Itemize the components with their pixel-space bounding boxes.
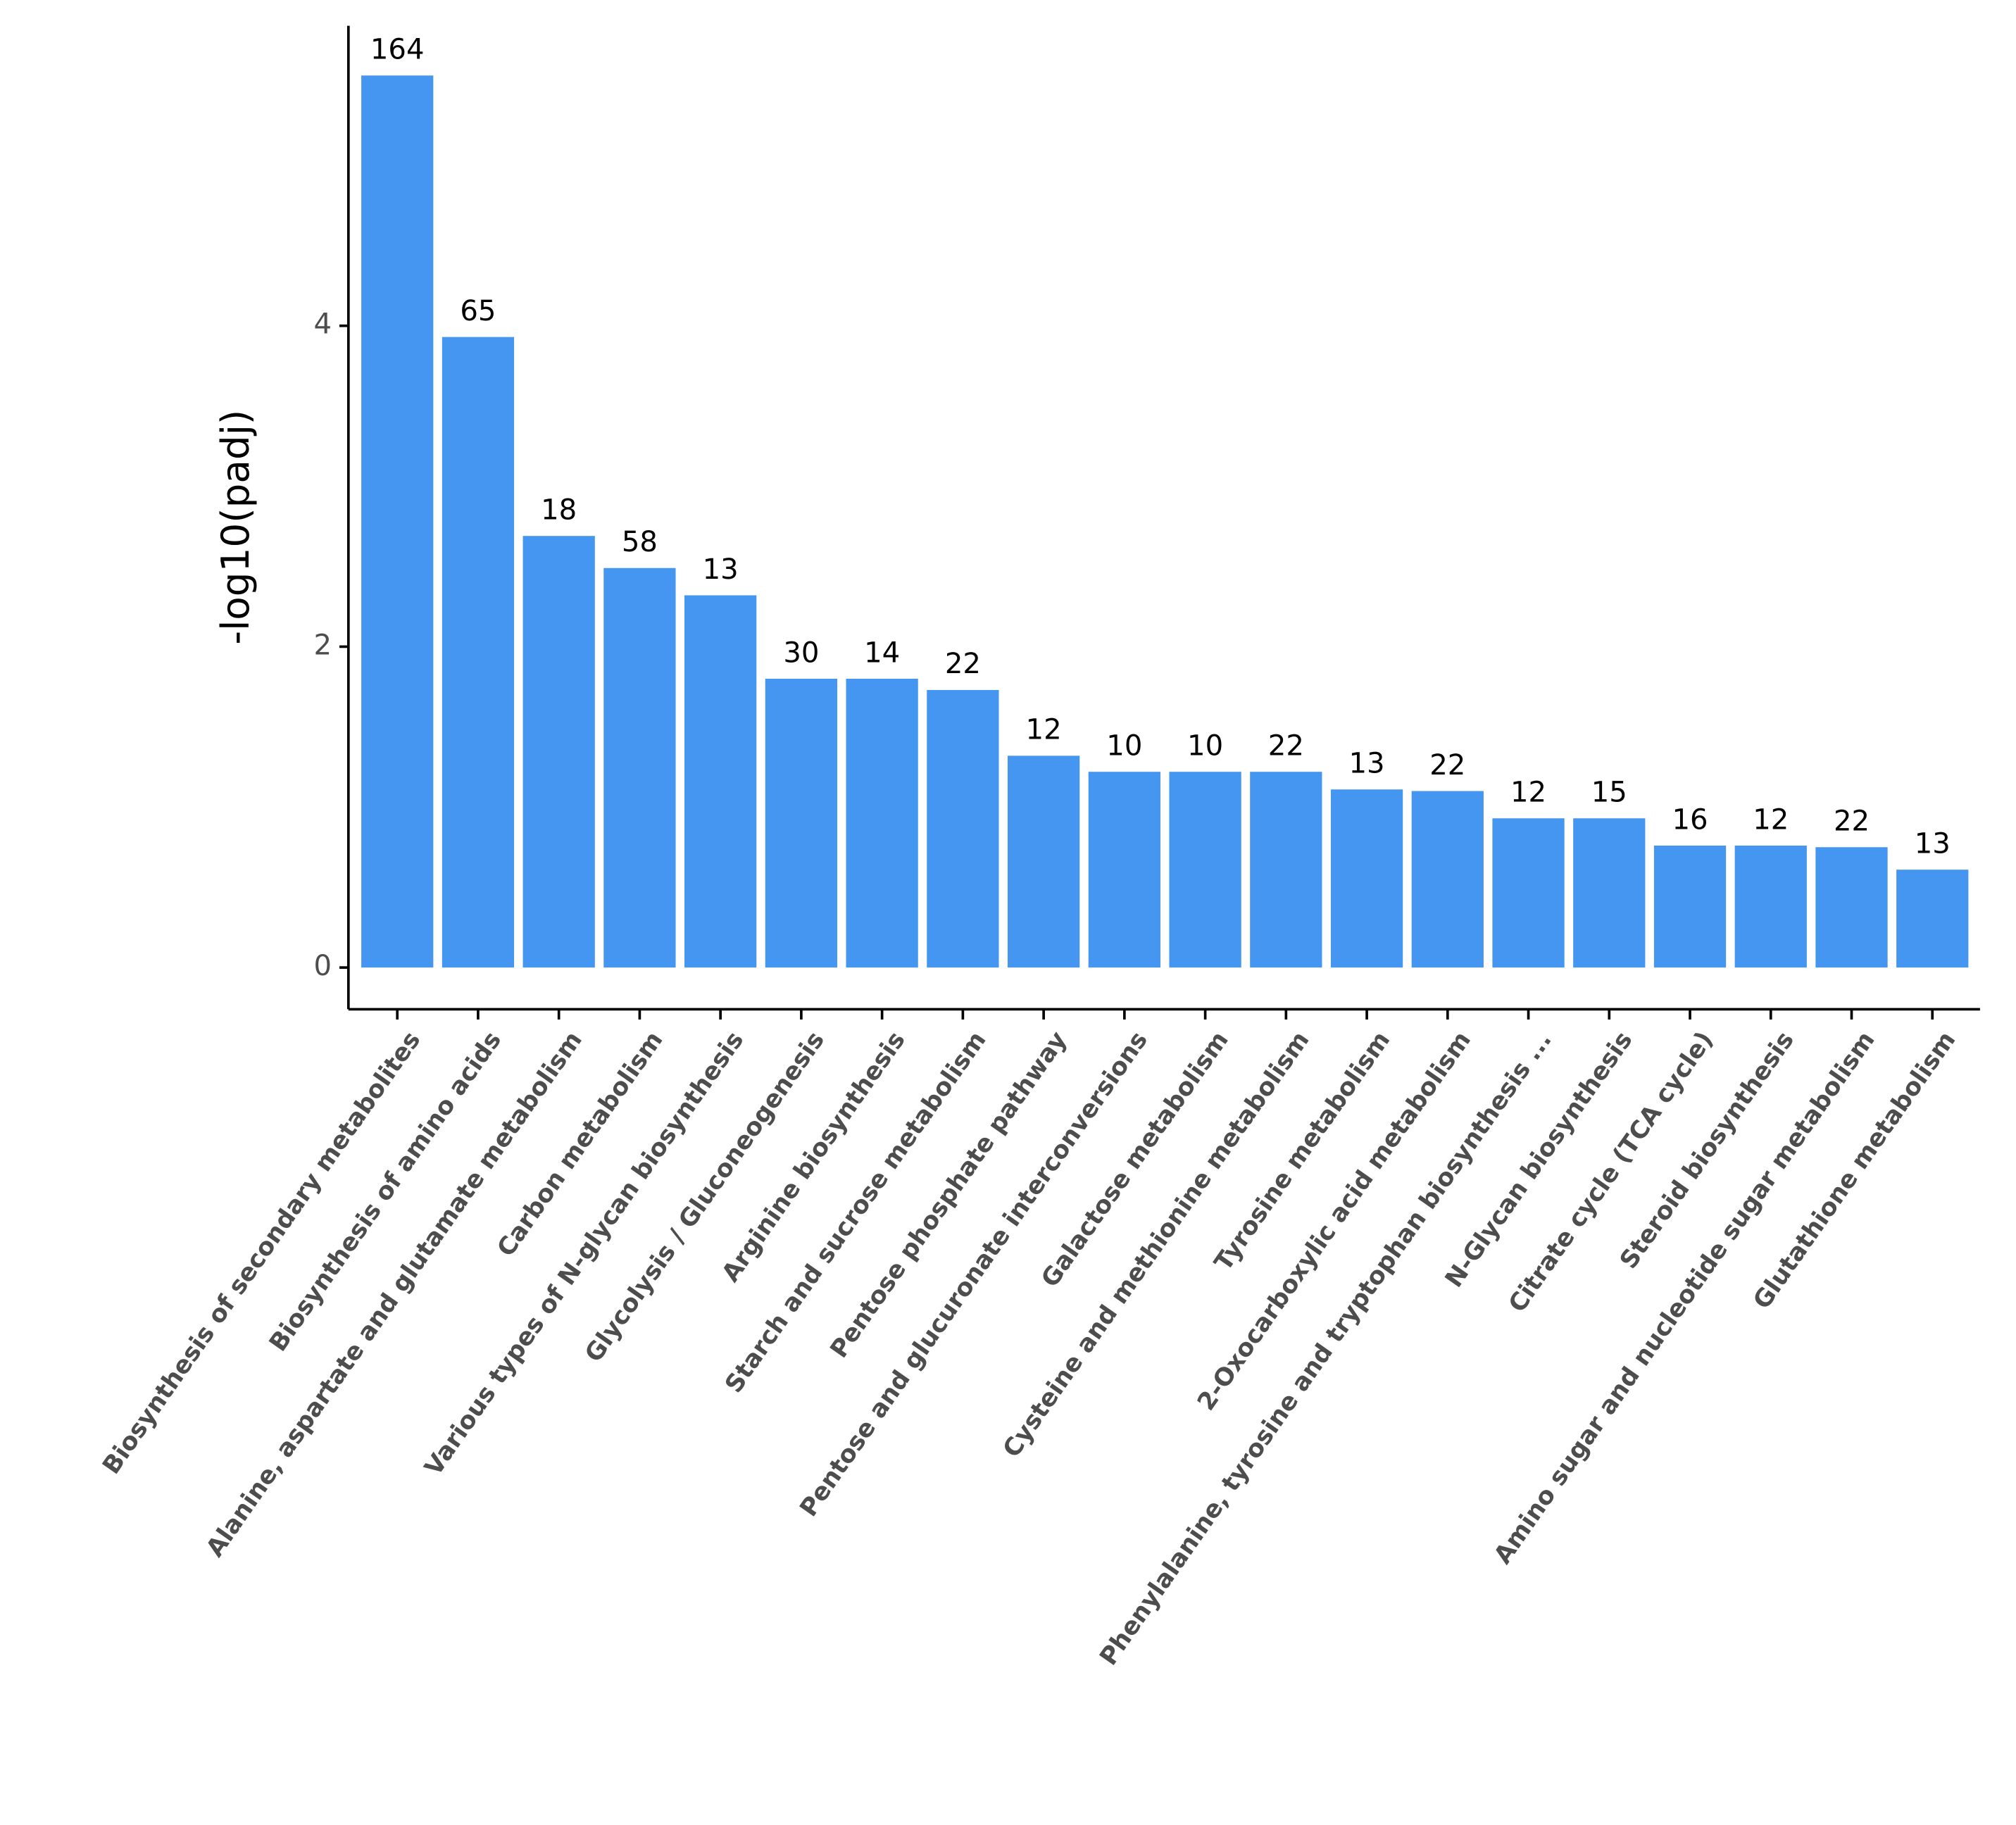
bar-count-label: 10	[1187, 729, 1223, 762]
bar-count-label: 22	[1429, 749, 1465, 782]
bar-count-label: 30	[783, 636, 819, 669]
bar	[846, 678, 918, 968]
x-tick-label: Cysteine and methionine metabolism	[998, 1027, 1315, 1463]
bar	[603, 567, 676, 968]
bar	[765, 678, 838, 968]
bar	[1169, 772, 1241, 968]
bar-count-label: 13	[1349, 748, 1385, 780]
bar-count-label: 13	[703, 553, 739, 586]
x-tick-label: Carbon metabolism	[492, 1027, 669, 1262]
y-tick-label: 4	[314, 308, 332, 341]
bar-count-label: 13	[1915, 827, 1951, 860]
x-tick-label: Alanine, aspartate and glutamate metabol…	[201, 1027, 587, 1562]
bar-count-label: 18	[541, 494, 577, 527]
bar-count-label: 22	[1268, 729, 1304, 762]
bar-count-label: 58	[622, 526, 658, 558]
bar	[1734, 845, 1807, 968]
bar	[1653, 845, 1727, 968]
bar	[1411, 791, 1484, 968]
bar-count-label: 10	[1106, 729, 1142, 762]
bar-count-label: 16	[1672, 803, 1708, 836]
bar-count-label: 12	[1753, 803, 1789, 836]
bar	[1815, 847, 1888, 968]
y-tick-label: 0	[314, 950, 332, 982]
bar-count-label: 15	[1591, 777, 1627, 809]
bar	[442, 337, 515, 968]
y-axis-title: -log10(padj)	[213, 410, 258, 645]
bar	[1330, 789, 1403, 968]
x-tick-label: Biosynthesis of secondary metabolites	[97, 1027, 426, 1479]
bar	[361, 75, 434, 968]
bar	[1088, 772, 1160, 968]
bar	[522, 536, 595, 968]
bar	[1492, 818, 1565, 968]
bar-count-label: 12	[1510, 777, 1546, 809]
bar	[684, 595, 757, 968]
bar-count-label: 65	[460, 295, 496, 327]
y-tick-label: 2	[314, 629, 332, 661]
bar-count-label: 164	[370, 34, 425, 66]
bar-count-label: 22	[945, 648, 981, 680]
bar-count-label: 12	[1026, 714, 1062, 746]
bar	[1007, 755, 1080, 968]
bar	[927, 689, 999, 968]
bar-count-label: 14	[864, 636, 900, 669]
bar	[1250, 772, 1322, 968]
bar	[1896, 870, 1969, 968]
bar	[1573, 818, 1646, 968]
x-tick-label: Amino sugar and nucleotide sugar metabol…	[1489, 1027, 1880, 1569]
bar-count-label: 22	[1834, 805, 1870, 838]
